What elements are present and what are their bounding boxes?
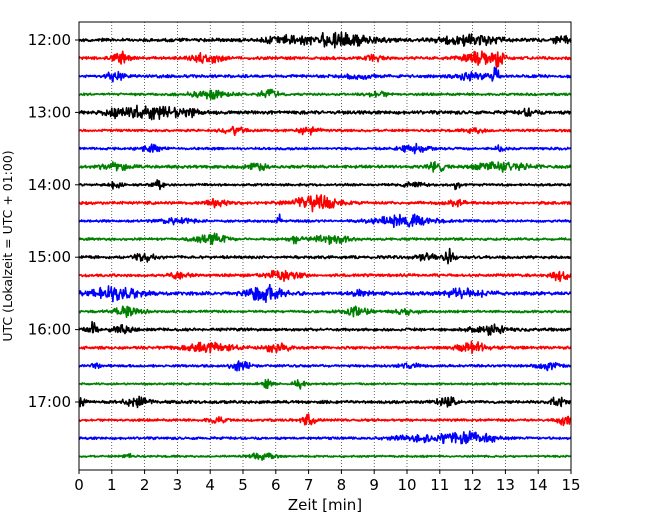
x-tick-label: 10 (397, 476, 416, 494)
x-tick-label: 7 (304, 476, 314, 494)
x-tick-label: 1 (107, 476, 117, 494)
trace-1545 (78, 305, 572, 319)
y-tick-label: 17:00 (28, 393, 71, 411)
trace-1615 (78, 340, 572, 355)
x-tick-label: 14 (529, 476, 548, 494)
plot-frame (78, 21, 572, 471)
x-axis: 0 1 2 3 4 5 6 7 8 9 10 11 12 13 14 15 (74, 470, 581, 494)
x-tick-label: 15 (561, 476, 580, 494)
trace-1630 (78, 360, 572, 372)
trace-1215 (78, 50, 572, 69)
trace-1715 (78, 413, 572, 427)
trace-series (78, 31, 572, 461)
trace-1600 (78, 320, 572, 337)
trace-1245 (78, 88, 572, 101)
trace-1400 (78, 179, 572, 191)
y-axis: 12:00 13:00 14:00 15:00 16:00 17:00 (28, 31, 79, 411)
x-tick-label: 3 (173, 476, 183, 494)
y-tick-label: 12:00 (28, 31, 71, 49)
x-tick-label: 5 (238, 476, 248, 494)
trace-1300 (78, 104, 572, 121)
trace-1700 (78, 395, 572, 409)
y-axis-label: UTC (Lokalzeit = UTC + 01:00) (0, 150, 15, 341)
x-tick-label: 12 (463, 476, 482, 494)
trace-1730 (78, 430, 572, 445)
x-tick-label: 4 (205, 476, 215, 494)
x-axis-label: Zeit [min] (288, 496, 362, 514)
trace-1330 (78, 142, 572, 155)
trace-1745 (78, 452, 572, 461)
trace-1345 (78, 161, 572, 173)
trace-1445 (78, 232, 572, 246)
y-tick-label: 14:00 (28, 176, 71, 194)
trace-1200 (78, 31, 572, 49)
x-tick-label: 13 (496, 476, 515, 494)
x-tick-label: 8 (337, 476, 347, 494)
trace-1500 (78, 247, 572, 265)
trace-1530 (78, 283, 572, 304)
x-tick-label: 6 (271, 476, 281, 494)
x-tick-label: 11 (430, 476, 449, 494)
x-tick-label: 2 (140, 476, 150, 494)
trace-1230 (78, 66, 572, 83)
y-tick-label: 16:00 (28, 321, 71, 339)
trace-1415 (78, 194, 572, 213)
trace-1645 (78, 378, 572, 390)
trace-1430 (78, 213, 572, 229)
y-tick-label: 15:00 (28, 248, 71, 266)
trace-1315 (78, 125, 572, 137)
trace-1515 (78, 269, 572, 283)
x-tick-label: 9 (369, 476, 379, 494)
y-tick-label: 13:00 (28, 103, 71, 121)
x-tick-label: 0 (74, 476, 84, 494)
